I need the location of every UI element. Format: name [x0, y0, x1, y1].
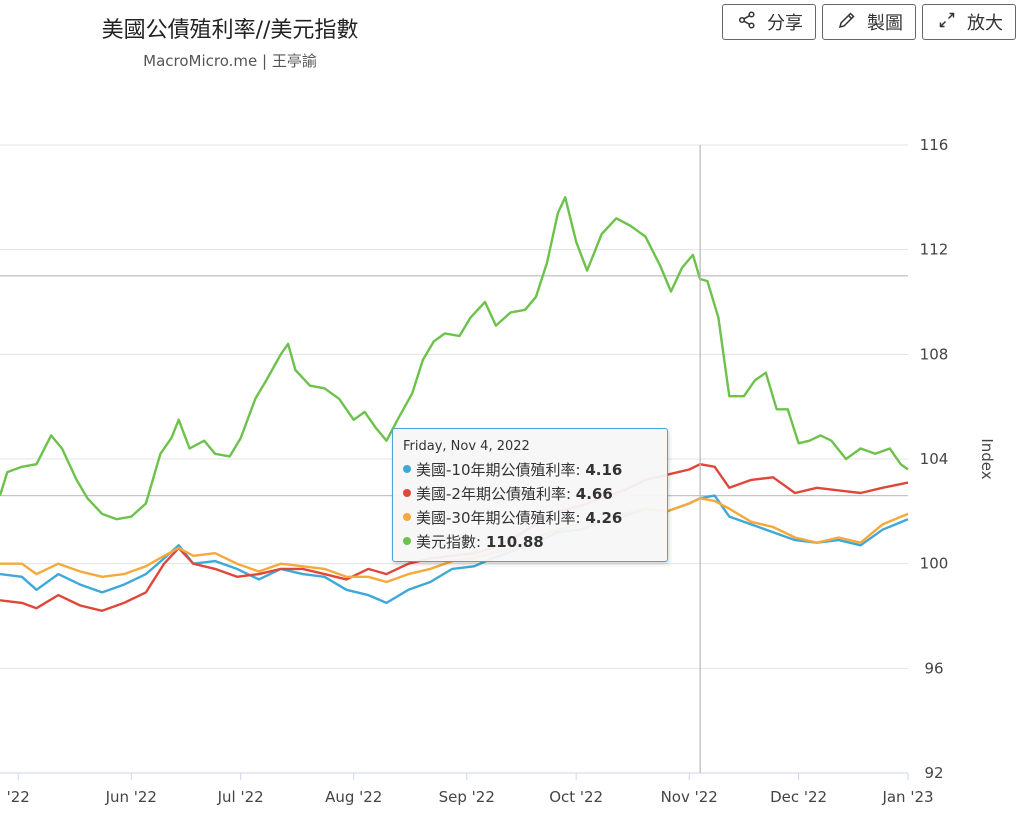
- x-tick-label: Dec '22: [770, 788, 827, 806]
- y-tick-label: 96: [924, 659, 943, 677]
- grid-lines: [0, 144, 908, 774]
- tooltip-series-value: 4.16: [585, 461, 623, 479]
- toolbar: 分享 製圖 放大: [722, 4, 1016, 40]
- draw-button[interactable]: 製圖: [822, 4, 916, 40]
- series-dot: [403, 465, 411, 473]
- expand-icon: [937, 10, 957, 35]
- y-tick-label: 116: [920, 136, 949, 154]
- x-tick-label: Aug '22: [325, 788, 382, 806]
- y-tick-label: 108: [920, 345, 949, 363]
- y-axis-ticks: 92 96 100 104 108 112 116 Index: [920, 136, 996, 782]
- draw-button-label: 製圖: [867, 13, 903, 34]
- tooltip-row-30y: 美國-30年期公債殖利率: 4.26: [403, 506, 657, 530]
- series-line-0[interactable]: [0, 494, 909, 605]
- x-tick-label: '22: [7, 788, 30, 806]
- tooltip-series-name: 美國-30年期公債殖利率: [416, 509, 576, 527]
- series-dot: [403, 537, 411, 545]
- y-tick-label: 112: [920, 241, 949, 259]
- chart-subtitle: MacroMicro.me | 王亭諭: [143, 52, 317, 70]
- tooltip-series-name: 美國-10年期公債殖利率: [416, 461, 576, 479]
- share-button-label: 分享: [767, 13, 803, 34]
- x-tick-label: Jan '23: [881, 788, 933, 806]
- x-tick-label: Sep '22: [439, 788, 495, 806]
- expand-button-label: 放大: [967, 13, 1003, 34]
- share-icon: [737, 10, 757, 35]
- tooltip-series-name: 美元指數: [416, 533, 477, 551]
- tooltip-row-2y: 美國-2年期公債殖利率: 4.66: [403, 482, 657, 506]
- x-axis-ticks: '22 Jun '22 Jul '22 Aug '22 Sep '22 Oct '22 No…: [7, 773, 934, 806]
- x-tick-label: Jun '22: [105, 788, 157, 806]
- x-tick-label: Nov '22: [661, 788, 718, 806]
- pencil-icon: [837, 10, 857, 35]
- series-line-3[interactable]: [0, 196, 909, 521]
- tooltip-series-value: 110.88: [485, 533, 544, 551]
- tooltip-date: Friday, Nov 4, 2022: [403, 439, 530, 454]
- y-axis-title: Index: [978, 438, 996, 479]
- tooltip-series-value: 4.66: [575, 485, 613, 503]
- y-tick-label: 104: [920, 450, 949, 468]
- expand-button[interactable]: 放大: [922, 4, 1016, 40]
- tooltip-row-10y: 美國-10年期公債殖利率: 4.16: [403, 458, 657, 482]
- share-button[interactable]: 分享: [722, 4, 816, 40]
- tooltip-series-value: 4.26: [585, 509, 623, 527]
- series-dot: [403, 513, 411, 521]
- series-dot: [403, 489, 411, 497]
- tooltip-series-name: 美國-2年期公債殖利率: [416, 485, 566, 503]
- tooltip-row-dxy: 美元指數: 110.88: [403, 530, 657, 554]
- y-tick-label: 92: [924, 764, 943, 782]
- x-tick-label: Oct '22: [549, 788, 603, 806]
- chart-title: 美國公債殖利率//美元指數: [101, 18, 359, 43]
- x-tick-label: Jul '22: [217, 788, 264, 806]
- tooltip: Friday, Nov 4, 2022 美國-10年期公債殖利率: 4.16 美…: [392, 428, 668, 562]
- y-tick-label: 100: [920, 555, 949, 573]
